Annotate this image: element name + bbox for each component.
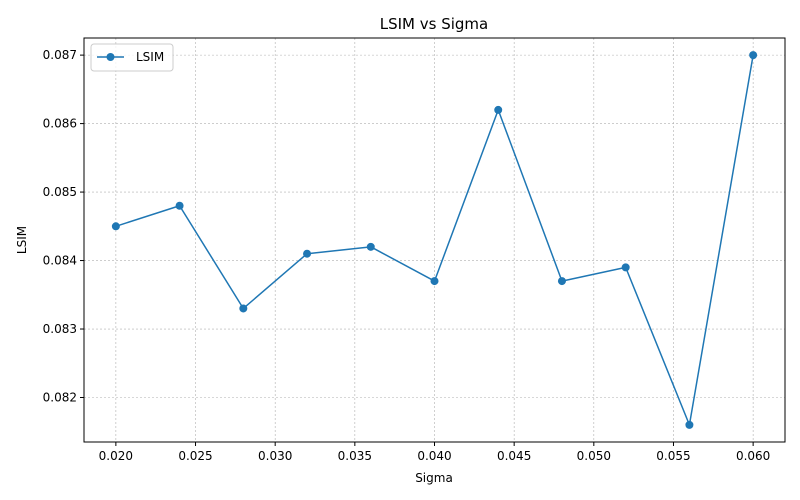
legend: LSIM [90,43,174,72]
y-axis: 0.082 0.083 0.084 0.085 0.086 0.087 [43,48,84,404]
data-point [749,51,758,60]
y-tick-label: 0.086 [43,117,77,131]
data-point [111,222,120,231]
x-tick-label: 0.055 [656,449,690,463]
y-tick-label: 0.084 [43,254,77,268]
legend-box [90,43,174,72]
legend-marker [106,53,115,61]
chart-title: LSIM vs Sigma [380,15,489,33]
grid [84,38,785,442]
data-point [494,105,503,114]
x-tick-label: 0.050 [577,449,611,463]
data-point [557,277,566,286]
series-layer [111,51,758,429]
data-point [175,201,184,210]
x-tick-label: 0.035 [338,449,372,463]
y-tick-label: 0.087 [43,48,77,62]
data-point [621,263,630,272]
data-point [239,304,248,313]
x-tick-label: 0.040 [417,449,451,463]
y-axis-label: LSIM [15,226,29,254]
data-point [430,277,439,286]
data-point [366,242,375,251]
x-tick-label: 0.025 [178,449,212,463]
x-axis: 0.020 0.025 0.030 0.035 0.040 0.045 0.050 0.055… [99,442,770,463]
x-tick-label: 0.060 [736,449,770,463]
data-point [685,420,694,429]
x-tick-label: 0.045 [497,449,531,463]
y-tick-label: 0.083 [43,322,77,336]
y-tick-label: 0.082 [43,390,77,404]
x-tick-label: 0.030 [258,449,292,463]
x-axis-label: Sigma [415,471,453,485]
legend-label-lsim: LSIM [136,50,164,64]
data-point [303,249,312,258]
y-tick-label: 0.085 [43,185,77,199]
x-tick-label: 0.020 [99,449,133,463]
